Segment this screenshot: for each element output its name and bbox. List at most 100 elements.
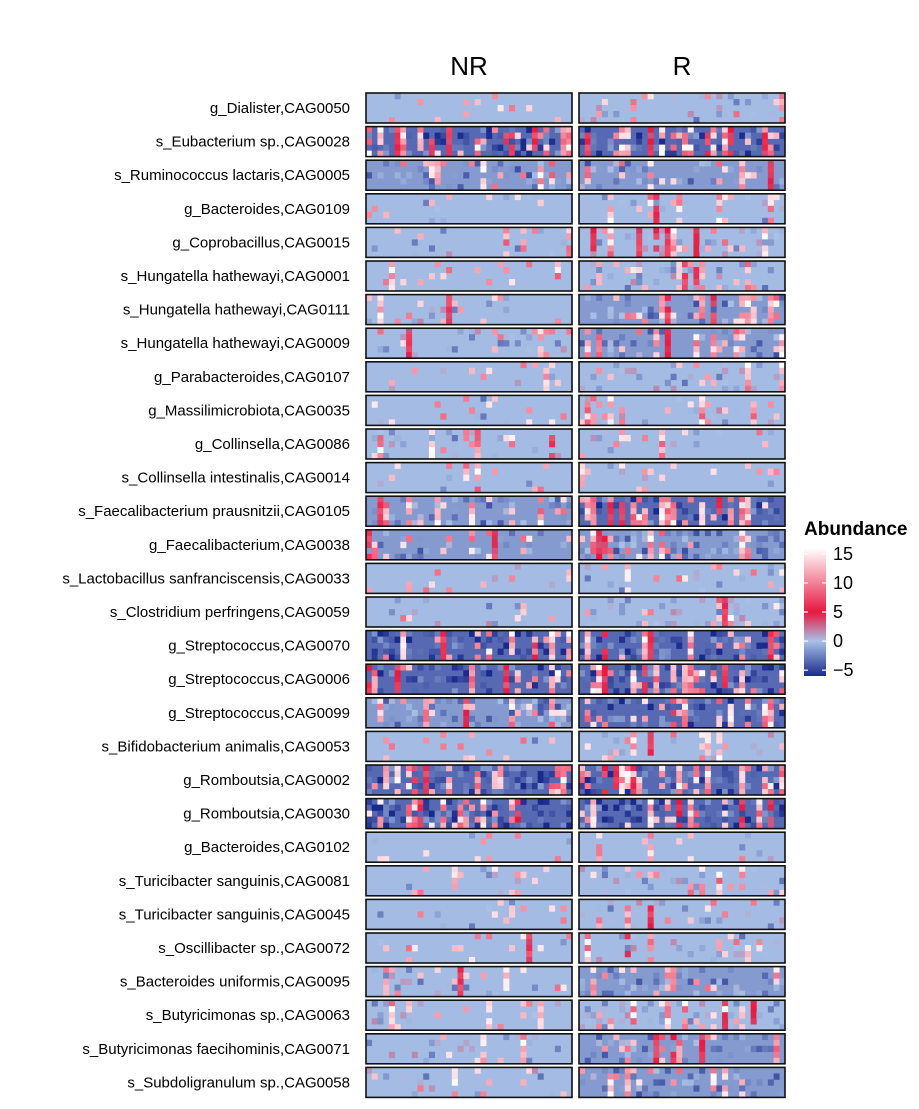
heatmap-cell [756, 990, 763, 997]
heatmap-cell [704, 771, 711, 778]
heatmap-cell [428, 441, 435, 448]
heatmap-cell [716, 755, 723, 762]
heatmap-cell [388, 1012, 395, 1019]
heatmap-cell [596, 239, 603, 246]
heatmap-cell [463, 972, 470, 979]
heatmap-cell [619, 789, 626, 796]
heatmap-cell [377, 709, 384, 717]
heatmap-cell [607, 597, 614, 604]
heatmap-cell [491, 328, 498, 335]
heatmap-cell [383, 990, 390, 997]
heatmap-cell [503, 777, 510, 784]
heatmap-cell [727, 621, 734, 628]
heatmap-cell [383, 966, 390, 973]
heatmap-cell [619, 1006, 626, 1013]
heatmap-cell [440, 547, 447, 555]
heatmap-cell [526, 777, 533, 784]
heatmap-cell [664, 654, 671, 661]
heatmap-cell [537, 334, 544, 341]
heatmap-cell [543, 697, 550, 705]
heatmap-cell [750, 1006, 757, 1013]
heatmap-cell [446, 535, 453, 543]
heatmap-cell [440, 721, 447, 729]
heatmap-cell [531, 126, 538, 133]
heatmap-cell [664, 978, 671, 985]
heatmap-cell [560, 676, 567, 683]
heatmap-cell [584, 609, 591, 616]
heatmap-cell [619, 407, 626, 414]
heatmap-cell [733, 609, 740, 616]
heatmap-cell [377, 810, 384, 817]
heatmap-cell [710, 777, 717, 784]
heatmap-cell [514, 630, 521, 637]
heatmap-cell [584, 709, 591, 717]
heatmap-cell [733, 654, 740, 661]
heatmap-cell [394, 721, 401, 729]
heatmap-cell [647, 468, 654, 475]
heatmap-cell [613, 261, 620, 268]
heatmap-cell [687, 682, 694, 689]
heatmap-cell [762, 233, 769, 240]
heatmap-cell [636, 496, 643, 503]
heatmap-cell [537, 227, 544, 234]
heatmap-cell [584, 575, 591, 582]
heatmap-cell [670, 771, 677, 778]
heatmap-cell [584, 502, 591, 509]
heatmap-cell [779, 178, 786, 185]
heatmap-cell [710, 1033, 717, 1041]
heatmap-cell [434, 496, 441, 503]
heatmap-cell [739, 648, 746, 655]
heatmap-cell [406, 553, 413, 561]
heatmap-cell [526, 172, 533, 179]
heatmap-cell [531, 144, 538, 151]
heatmap-cell [590, 789, 597, 796]
heatmap-cell [377, 541, 384, 549]
heatmap-cell [584, 816, 591, 823]
heatmap-cell [762, 697, 769, 705]
heatmap-cell [636, 822, 643, 829]
heatmap-cell [509, 502, 516, 509]
heatmap-cell [767, 480, 774, 487]
heatmap-cell [486, 648, 493, 655]
heatmap-cell [653, 771, 660, 778]
heatmap-cell [716, 737, 723, 744]
heatmap-cell [428, 178, 435, 185]
heatmap-cell [699, 765, 706, 772]
heatmap-cell [693, 273, 700, 280]
heatmap-cell [682, 771, 689, 778]
heatmap-cell [756, 138, 763, 145]
heatmap-cell [451, 144, 458, 151]
heatmap-cell [664, 340, 671, 347]
heatmap-cell [377, 419, 384, 426]
panel-border [365, 797, 573, 830]
heatmap-cell [779, 379, 786, 387]
heatmap-cell [394, 138, 401, 145]
heatmap-cell [647, 184, 654, 191]
heatmap-cell [664, 514, 671, 521]
heatmap-cell [590, 615, 597, 622]
heatmap-cell [428, 654, 435, 661]
heatmap-cell [716, 597, 723, 604]
heatmap-cell [676, 217, 683, 225]
heatmap-cell [423, 1073, 430, 1080]
heatmap-panel-nr [365, 125, 573, 158]
panel-border [578, 528, 786, 561]
heatmap-cell [739, 535, 746, 543]
heatmap-cell [383, 520, 390, 527]
heatmap-cell [371, 682, 378, 689]
heatmap-cell [773, 184, 780, 191]
heatmap-cell [537, 166, 544, 173]
heatmap-cell [641, 642, 648, 649]
heatmap-cell [526, 419, 533, 426]
heatmap-cell [549, 441, 556, 448]
heatmap-cell [647, 541, 654, 549]
heatmap-cell [474, 138, 481, 145]
heatmap-cell [423, 587, 430, 594]
heatmap-cell [383, 636, 390, 643]
heatmap-cell [762, 318, 769, 325]
heatmap-cell [417, 233, 424, 240]
row-label: g_Streptococcus,CAG0006 [168, 671, 350, 688]
heatmap-cell [509, 334, 516, 341]
heatmap-cell [457, 798, 464, 805]
heatmap-cell [653, 312, 660, 319]
